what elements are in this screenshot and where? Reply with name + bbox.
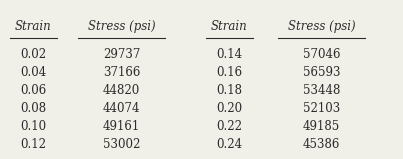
Text: Stress (psi): Stress (psi): [288, 20, 355, 33]
Text: 56593: 56593: [303, 66, 340, 79]
Text: 37166: 37166: [103, 66, 140, 79]
Text: Strain: Strain: [211, 20, 248, 33]
Text: 52103: 52103: [303, 102, 340, 115]
Text: 0.22: 0.22: [216, 120, 243, 133]
Text: 0.20: 0.20: [216, 102, 243, 115]
Text: 45386: 45386: [303, 138, 340, 151]
Text: 49161: 49161: [103, 120, 140, 133]
Text: 0.16: 0.16: [216, 66, 243, 79]
Text: 57046: 57046: [303, 48, 340, 61]
Text: 44820: 44820: [103, 84, 140, 97]
Text: 53448: 53448: [303, 84, 340, 97]
Text: 0.10: 0.10: [20, 120, 46, 133]
Text: Stress (psi): Stress (psi): [87, 20, 155, 33]
Text: 0.06: 0.06: [20, 84, 46, 97]
Text: 44074: 44074: [103, 102, 140, 115]
Text: 0.04: 0.04: [20, 66, 46, 79]
Text: 0.14: 0.14: [216, 48, 243, 61]
Text: 0.08: 0.08: [20, 102, 46, 115]
Text: 0.18: 0.18: [216, 84, 243, 97]
Text: 0.12: 0.12: [21, 138, 46, 151]
Text: 0.24: 0.24: [216, 138, 243, 151]
Text: 53002: 53002: [103, 138, 140, 151]
Text: Strain: Strain: [15, 20, 52, 33]
Text: 29737: 29737: [103, 48, 140, 61]
Text: 0.02: 0.02: [20, 48, 46, 61]
Text: 49185: 49185: [303, 120, 340, 133]
